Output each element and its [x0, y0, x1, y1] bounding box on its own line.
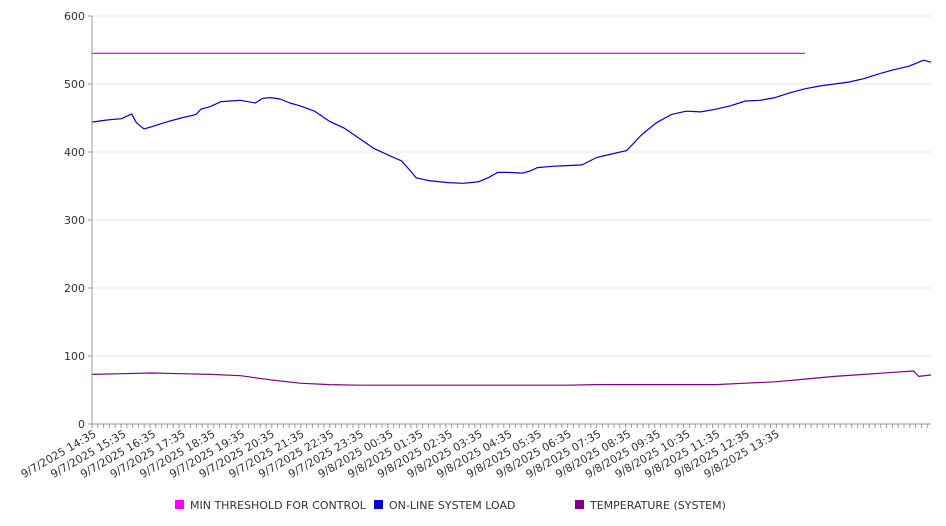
gridlines — [92, 15, 931, 357]
legend: MIN THRESHOLD FOR CONTROL ON-LINE SYSTEM … — [175, 499, 726, 512]
y-tick-label: 400 — [64, 146, 85, 159]
legend-swatch — [374, 500, 383, 509]
y-tick-label: 100 — [64, 350, 85, 363]
y-tick-label: 600 — [64, 10, 85, 23]
legend-label: MIN THRESHOLD FOR CONTROL — [190, 499, 367, 512]
y-tick-label: 0 — [78, 418, 85, 431]
legend-label: ON-LINE SYSTEM LOAD — [389, 499, 515, 512]
y-tick-label: 500 — [64, 78, 85, 91]
legend-label: TEMPERATURE (SYSTEM) — [589, 499, 726, 512]
y-tick-label: 300 — [64, 214, 85, 227]
legend-swatch — [575, 500, 584, 509]
series-line-3 — [91, 370, 932, 386]
series-lines — [91, 52, 932, 386]
series-line-2 — [91, 59, 932, 184]
legend-swatch — [175, 500, 184, 509]
y-tick-label: 200 — [64, 282, 85, 295]
